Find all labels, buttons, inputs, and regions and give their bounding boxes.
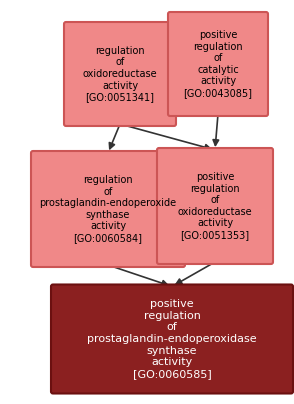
Text: positive
regulation
of
catalytic
activity
[GO:0043085]: positive regulation of catalytic activit… — [183, 30, 253, 98]
Text: positive
regulation
of
prostaglandin-endoperoxidase
synthase
activity
[GO:006058: positive regulation of prostaglandin-end… — [87, 299, 257, 379]
Text: regulation
of
prostaglandin-endoperoxide
synthase
activity
[GO:0060584]: regulation of prostaglandin-endoperoxide… — [39, 175, 177, 243]
Text: regulation
of
oxidoreductase
activity
[GO:0051341]: regulation of oxidoreductase activity [G… — [83, 46, 157, 102]
FancyBboxPatch shape — [31, 151, 185, 267]
FancyBboxPatch shape — [64, 22, 176, 126]
FancyBboxPatch shape — [168, 12, 268, 116]
Text: positive
regulation
of
oxidoreductase
activity
[GO:0051353]: positive regulation of oxidoreductase ac… — [178, 172, 252, 240]
FancyBboxPatch shape — [157, 148, 273, 264]
FancyBboxPatch shape — [51, 284, 293, 393]
